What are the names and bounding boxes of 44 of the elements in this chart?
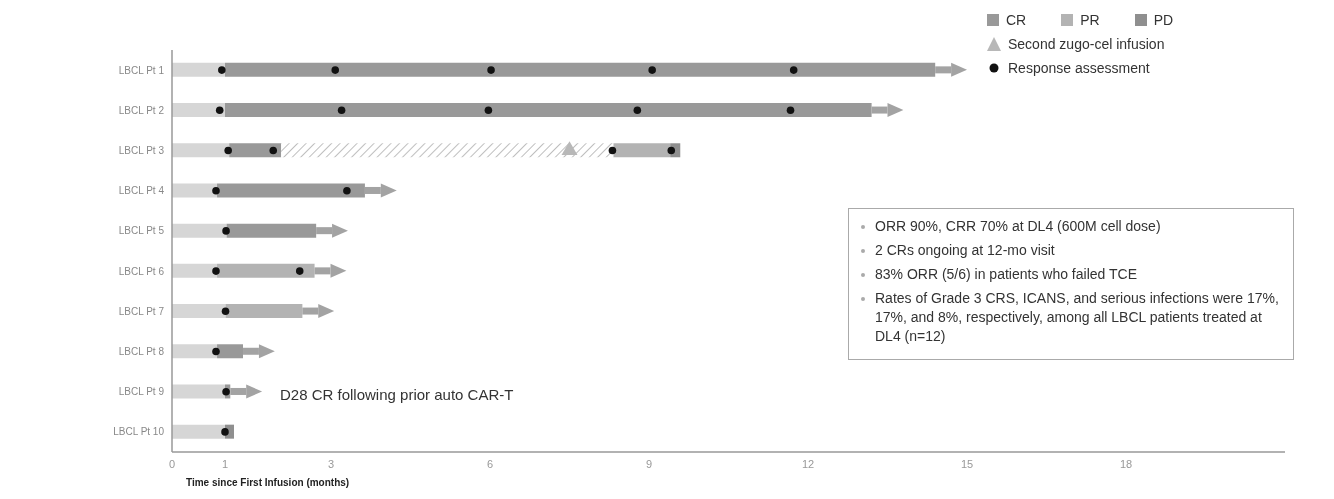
annotation: ORR 90%, CRR 70% at DL4 (600M cell dose) [875, 217, 1161, 236]
legend-label: Response assessment [1007, 60, 1151, 76]
x-tick-label: 18 [1119, 457, 1133, 470]
y-tick-label: LBCL Pt 10 [113, 426, 165, 438]
bar [172, 304, 226, 319]
y-tick-label: LBCL Pt 7 [118, 305, 165, 317]
bar [172, 62, 225, 77]
bar [172, 384, 225, 399]
legend-label: PR [1079, 12, 1100, 28]
annotation: 83% ORR (5/6) in patients who failed TCE [875, 265, 1137, 284]
legend-label: PD [1152, 12, 1174, 28]
legend-label: Second zugo-cel infusion [1007, 36, 1166, 52]
x-tick-label: 3 [327, 457, 335, 470]
x-tick-label: 1 [221, 457, 229, 470]
y-tick-label: LBCL Pt 9 [118, 386, 165, 398]
x-axis-title: Time since First Infusion (months) [186, 477, 350, 488]
bar [229, 143, 282, 158]
bar [281, 143, 614, 158]
bar [172, 183, 218, 198]
annotation: 2 CRs ongoing at 12-mo visit [875, 241, 1055, 260]
bar [172, 344, 218, 359]
y-tick-label: LBCL Pt 1 [118, 64, 165, 76]
bar [172, 103, 225, 118]
bar [172, 263, 218, 278]
annotation: Rates of Grade 3 CRS, ICANS, and serious infections were 17%, 17%, and 8%, respectively, among all LBCL patients treated at DL4 (n=12) [875, 289, 1280, 346]
x-tick-label: 9 [645, 457, 653, 470]
bar [172, 424, 225, 439]
y-tick-label: LBCL Pt 3 [118, 145, 165, 157]
bar [172, 223, 227, 238]
y-tick-label: LBCL Pt 4 [118, 185, 165, 197]
bar [613, 143, 671, 158]
bar [225, 304, 303, 319]
legend-label: CR [1005, 12, 1027, 28]
x-tick-label: 6 [486, 457, 494, 470]
y-tick-label: LBCL Pt 2 [118, 104, 165, 116]
y-tick-label: LBCL Pt 5 [118, 225, 165, 237]
y-tick-label: LBCL Pt 8 [118, 346, 165, 358]
bar [172, 143, 230, 158]
x-tick-label: 12 [801, 457, 815, 470]
y-tick-label: LBCL Pt 6 [118, 265, 165, 277]
x-tick-label: 15 [960, 457, 974, 470]
x-tick-label: 0 [168, 457, 176, 470]
annotation: D28 CR following prior auto CAR-T [280, 386, 514, 403]
bar [217, 263, 315, 278]
